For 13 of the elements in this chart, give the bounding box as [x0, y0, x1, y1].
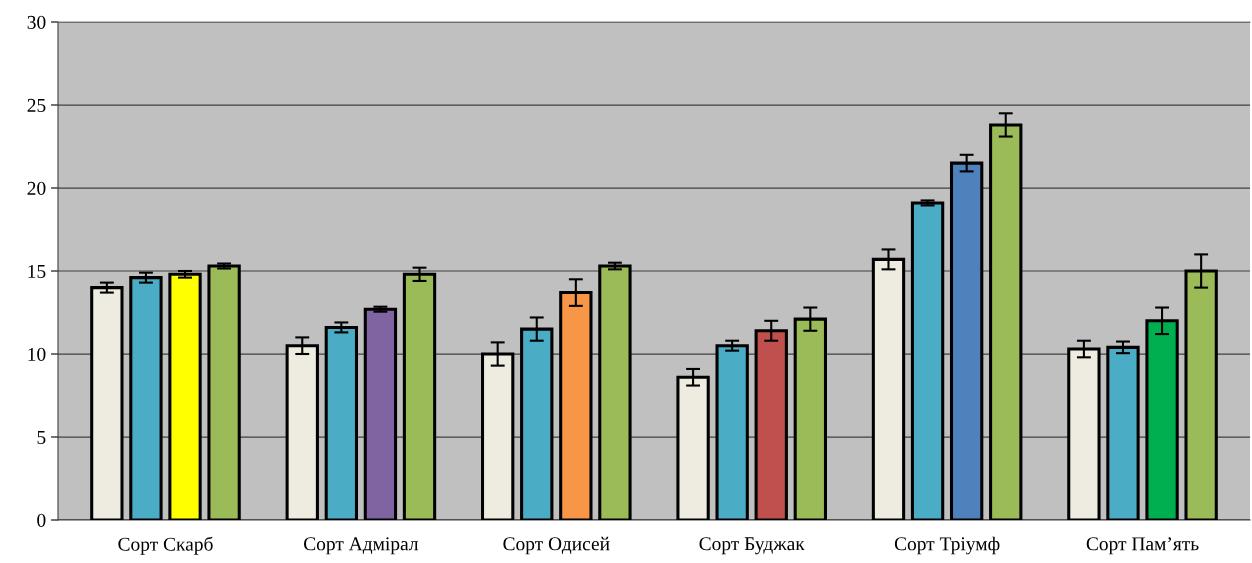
x-tick-label: Сорт Скарб: [118, 536, 213, 555]
y-tick-label: 5: [37, 431, 46, 444]
y-tick-label: 10: [28, 347, 46, 361]
x-tick-label: Сорт Адмірал: [304, 537, 419, 555]
y-tick-label: 20: [27, 181, 46, 195]
y-tick-label: 25: [27, 98, 46, 112]
x-tick-label: Сорт Пам’ять: [1086, 537, 1199, 555]
y-tick-label: 15: [28, 264, 46, 278]
y-tick-label: 0: [37, 513, 46, 527]
y-tick-label: 30: [27, 15, 46, 29]
x-tick-label: Сорт Буджак: [699, 537, 805, 555]
x-tick-label: Сорт Тріумф: [894, 536, 1000, 555]
x-tick-label: Сорт Одисей: [503, 536, 610, 555]
